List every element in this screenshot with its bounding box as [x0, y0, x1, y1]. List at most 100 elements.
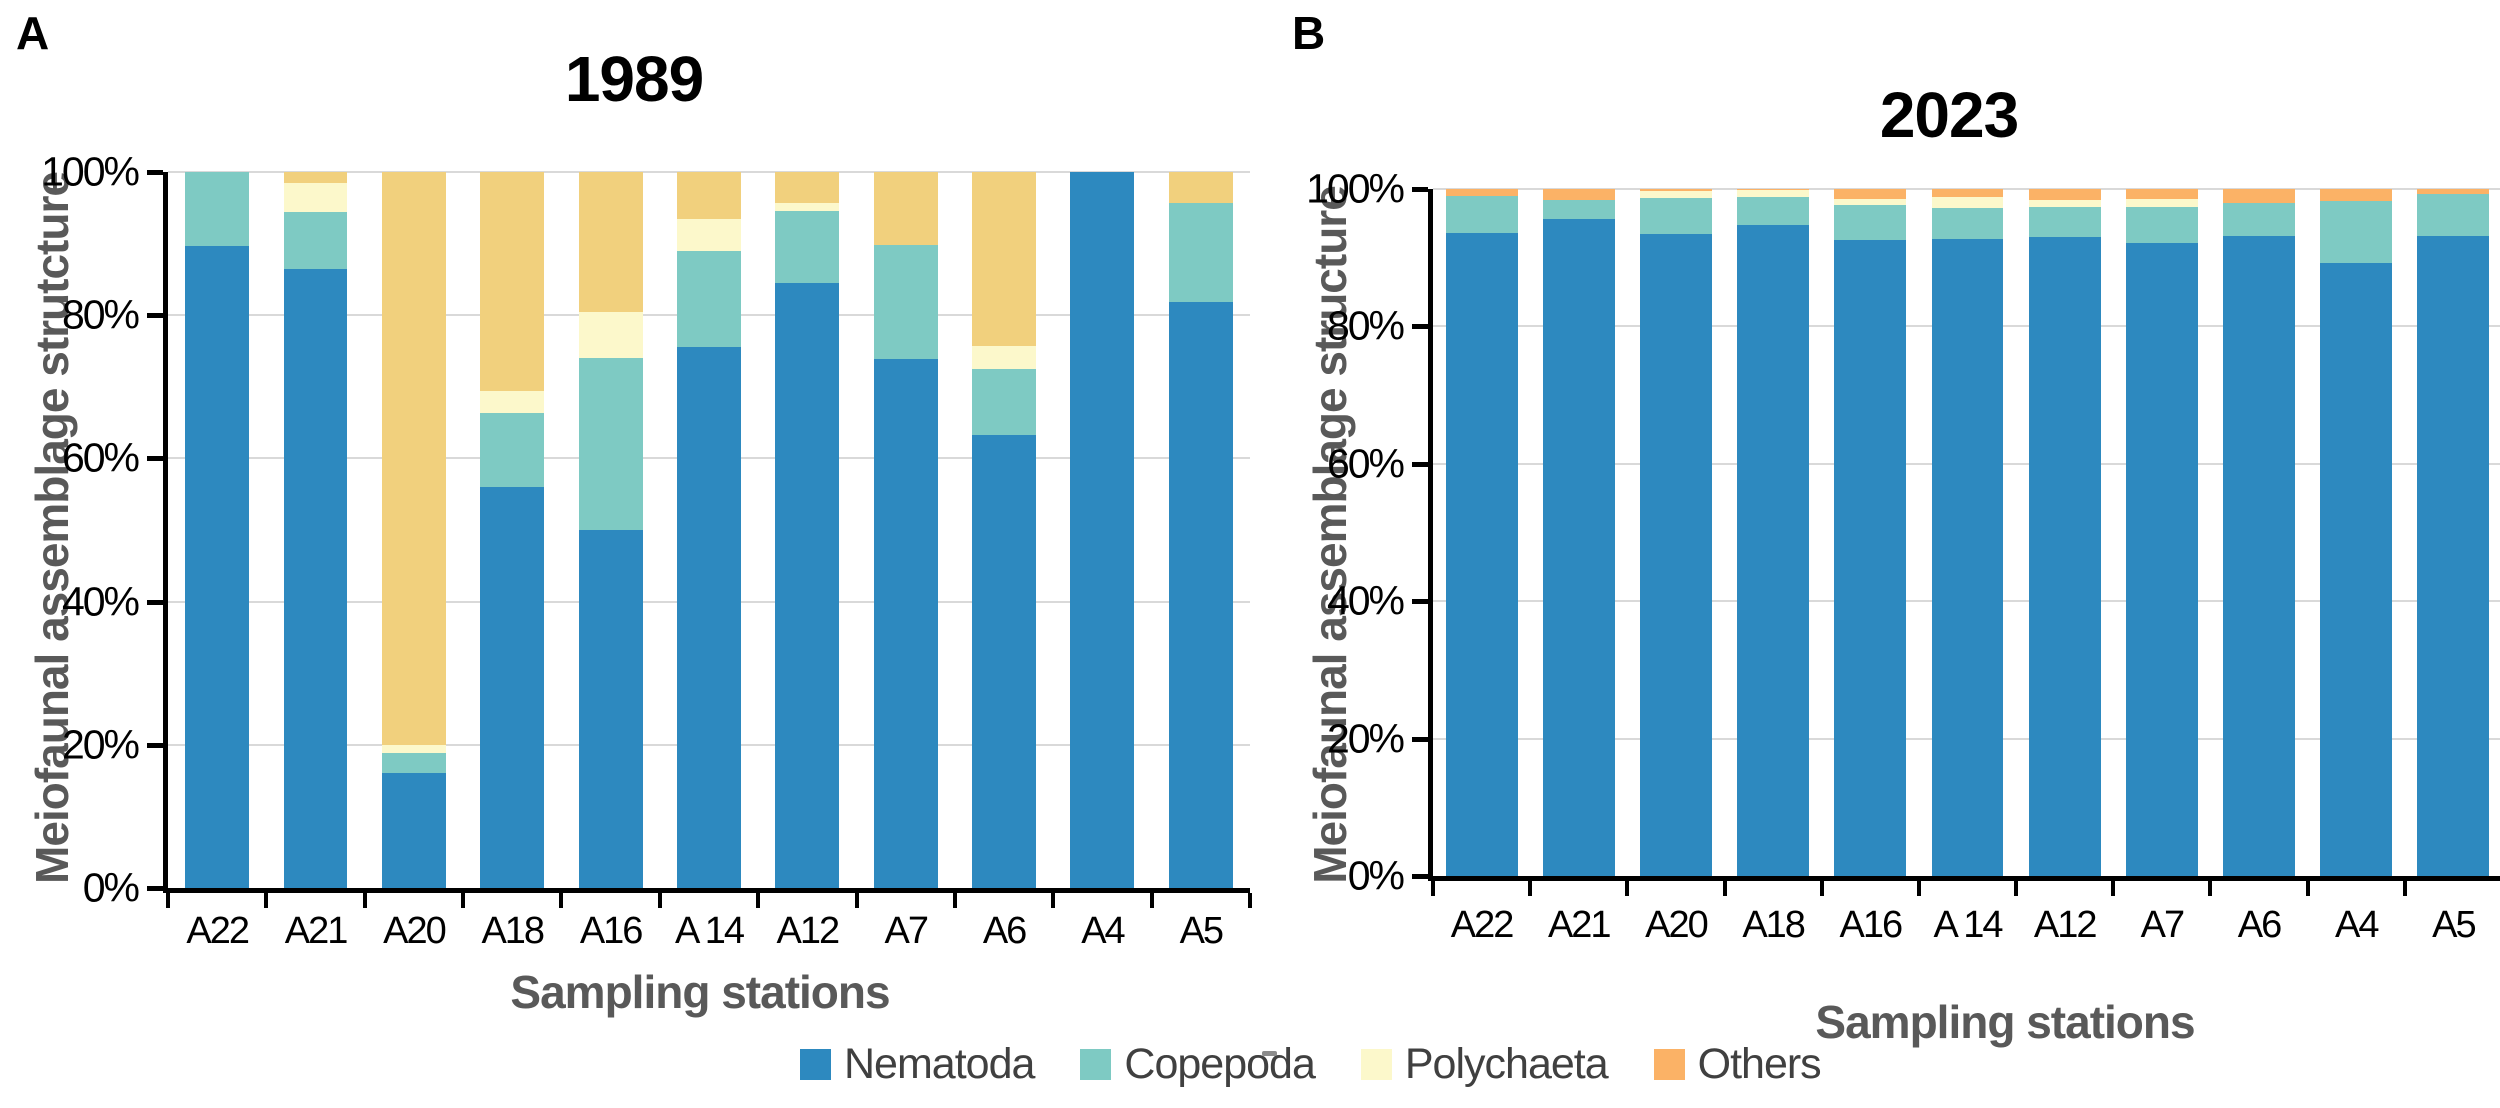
y-tick-label-20%: 20%	[61, 721, 140, 768]
x-tick-label-A14: A 14	[674, 910, 745, 952]
bar-A16	[1834, 189, 1907, 876]
stray-dash	[1262, 1051, 1277, 1056]
segment-copepoda-A5	[1168, 202, 1233, 303]
segment-nematoda-A16	[578, 530, 643, 888]
segment-nematoda-A14	[1931, 239, 2004, 876]
segment-copepoda-A22	[185, 172, 250, 247]
legend-label-polychaeta: Polychaeta	[1404, 1040, 1609, 1088]
y-tick-label-20%: 20%	[1326, 715, 1405, 762]
x-tick-label-A16: A16	[579, 910, 644, 952]
segment-polychaeta-A20	[381, 744, 446, 753]
segment-others-A21	[1542, 189, 1615, 200]
x-tick-label-A4: A4	[2334, 904, 2380, 946]
bar-A5	[2417, 189, 2490, 876]
x-tick-label-A20: A20	[1645, 904, 1709, 946]
y-tick-label-80%: 80%	[1326, 302, 1405, 349]
bar-A12	[2028, 189, 2101, 876]
segment-others-A14	[1931, 189, 2004, 198]
segment-copepoda-A20	[1639, 197, 1712, 234]
segment-others-A5	[2417, 189, 2490, 194]
x-axis-tick	[2402, 881, 2407, 896]
y-tick-label-0%: 0%	[1347, 852, 1405, 899]
segment-polychaeta-A16	[578, 311, 643, 359]
bar-A21	[1542, 189, 1615, 876]
segment-polychaeta-A6	[972, 346, 1037, 369]
segment-copepoda-A7	[2125, 206, 2198, 244]
x-axis-tick	[2208, 881, 2213, 896]
y-tick-label-100%: 100%	[1306, 165, 1405, 212]
bar-A20	[381, 172, 446, 888]
x-axis-tick	[1625, 881, 1630, 896]
segment-nematoda-A5	[2417, 235, 2490, 876]
x-axis-tick	[559, 893, 564, 908]
y-axis-tick	[147, 886, 163, 891]
y-tick-label-60%: 60%	[1326, 440, 1405, 487]
x-axis-tick	[2111, 881, 2116, 896]
x-tick-label-A4: A4	[1081, 910, 1126, 952]
x-tick-label-A20: A20	[383, 910, 447, 952]
segment-others-A6	[972, 172, 1037, 346]
bar-A18	[1737, 189, 1810, 876]
panel-b-letter: B	[1292, 7, 1326, 59]
panel-a-y-axis-title: Meiofaunal assemblage strutcture	[26, 172, 78, 884]
segment-nematoda-A7	[873, 358, 938, 888]
y-axis-tick	[147, 456, 163, 462]
x-axis-tick	[1431, 881, 1435, 896]
segment-polychaeta-A20	[1639, 191, 1712, 198]
panel-a-x-axis-title: Sampling stations	[510, 966, 890, 1018]
x-tick-label-A5: A5	[1179, 910, 1225, 952]
panel-a-letter: A	[16, 7, 50, 59]
x-axis-tick	[166, 893, 170, 908]
legend-item-polychaeta: Polychaeta	[1360, 1040, 1609, 1089]
segment-polychaeta-A21	[283, 183, 348, 213]
legend-swatch-polychaeta	[1360, 1049, 1392, 1080]
segment-nematoda-A12	[2028, 237, 2101, 876]
x-tick-label-A6: A6	[982, 910, 1028, 952]
segment-copepoda-A7	[873, 245, 938, 359]
segment-nematoda-A21	[283, 268, 348, 888]
segment-nematoda-A18	[480, 487, 545, 888]
segment-nematoda-A4	[2320, 262, 2393, 876]
segment-nematoda-A6	[2223, 236, 2295, 876]
bar-A6	[2223, 189, 2295, 876]
segment-nematoda-A21	[1542, 218, 1615, 876]
y-tick-label-60%: 60%	[61, 434, 140, 481]
panel-a-title: 1989	[564, 43, 704, 115]
panel-b-y-axis-title: Meiofaunal assemblage structure	[1304, 186, 1356, 884]
x-axis-tick	[2014, 881, 2019, 896]
segment-others-A7	[2125, 189, 2198, 200]
segment-polychaeta-A18	[1737, 190, 1810, 197]
x-axis-tick	[1528, 881, 1533, 896]
bar-A16	[578, 172, 643, 888]
segment-copepoda-A20	[381, 752, 446, 773]
bar-A22	[1445, 189, 1518, 876]
bar-A20	[1639, 189, 1712, 876]
x-axis-tick	[1916, 881, 1921, 896]
y-axis-tick	[1412, 599, 1428, 605]
segment-others-A6	[2223, 189, 2295, 203]
x-axis-tick	[362, 893, 367, 908]
segment-copepoda-A16	[578, 358, 643, 530]
y-axis-tick	[147, 313, 163, 319]
y-tick-label-0%: 0%	[82, 864, 140, 911]
segment-nematoda-A18	[1737, 224, 1810, 876]
y-tick-label-40%: 40%	[61, 578, 140, 625]
panel-b-plot-area: 0% 20% 40% 60% 80% 100% A22 A21 A20 A18 A16 A 14 A12…	[1306, 166, 2500, 946]
panel-b-x-axis-title: Sampling stations	[1815, 996, 2195, 1048]
bar-A21	[283, 172, 348, 888]
segment-copepoda-A21	[283, 212, 348, 269]
segment-copepoda-A18	[480, 413, 545, 488]
x-axis-tick	[756, 893, 761, 908]
segment-copepoda-A18	[1737, 196, 1810, 225]
segment-others-A22	[1445, 189, 1518, 196]
y-axis-tick	[1412, 187, 1428, 192]
panel-a-plot-area: 0% 20% 40% 60% 80% 100% A22 A21 A20 A18 A16 A 14 A12…	[41, 149, 1252, 952]
x-tick-label-A7: A7	[884, 910, 929, 952]
segment-others-A7	[873, 172, 938, 246]
legend-swatch-others	[1653, 1049, 1685, 1080]
segment-polychaeta-A18	[480, 391, 545, 414]
x-axis-tick	[1722, 881, 1727, 896]
x-tick-label-A21: A21	[1547, 904, 1612, 946]
segment-copepoda-A5	[2417, 193, 2490, 236]
bar-A22	[185, 172, 250, 888]
